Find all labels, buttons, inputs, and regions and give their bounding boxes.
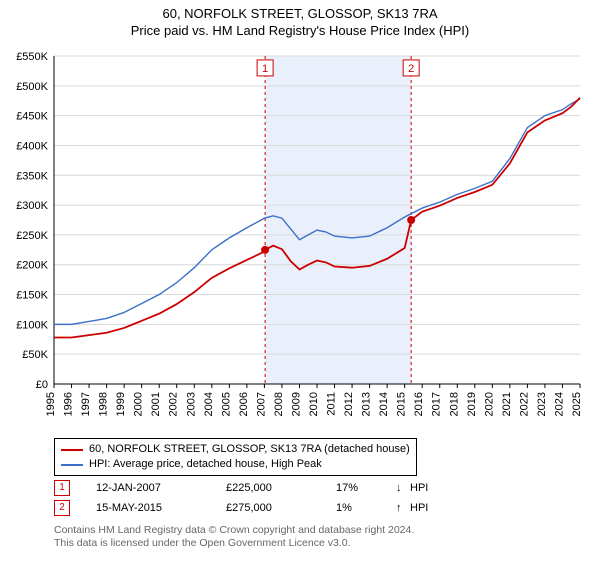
svg-text:£0: £0 [36, 379, 48, 391]
svg-text:2023: 2023 [536, 392, 548, 416]
footer: Contains HM Land Registry data © Crown c… [54, 524, 414, 550]
legend: 60, NORFOLK STREET, GLOSSOP, SK13 7RA (d… [54, 438, 417, 476]
marker-pct-2: 1% [336, 502, 396, 514]
footer-license: This data is licensed under the Open Gov… [54, 537, 414, 550]
svg-text:£300K: £300K [16, 200, 48, 212]
svg-text:2005: 2005 [220, 392, 232, 416]
price-chart: £0 £50K £100K £150K £200K £250K £300K £350K £400… [0, 50, 600, 426]
svg-text:£200K: £200K [16, 260, 48, 272]
svg-text:1997: 1997 [80, 392, 92, 416]
svg-text:2016: 2016 [413, 392, 425, 416]
page-subtitle: Price paid vs. HM Land Registry's House … [0, 23, 600, 38]
chart-svg: £0 £50K £100K £150K £200K £250K £300K £350K £400… [0, 50, 600, 426]
markers-table: 1 12-JAN-2007 £225,000 17% ↓ HPI 2 15-MA… [54, 478, 428, 518]
marker-pct-1: 17% [336, 482, 396, 494]
svg-text:2011: 2011 [326, 392, 338, 416]
svg-text:2002: 2002 [168, 392, 180, 416]
legend-row-property: 60, NORFOLK STREET, GLOSSOP, SK13 7RA (d… [61, 442, 410, 457]
marker-badge-1: 1 [54, 480, 70, 496]
marker-ref-1: HPI [410, 482, 428, 494]
svg-text:2022: 2022 [518, 392, 530, 416]
svg-text:2015: 2015 [396, 392, 408, 416]
svg-text:2013: 2013 [361, 392, 373, 416]
svg-text:£550K: £550K [16, 51, 48, 63]
marker-date-2: 15-MAY-2015 [96, 502, 226, 514]
svg-text:£250K: £250K [16, 230, 48, 242]
svg-text:2009: 2009 [290, 392, 302, 416]
svg-text:1: 1 [262, 63, 268, 75]
svg-text:£100K: £100K [16, 319, 48, 331]
svg-text:2004: 2004 [203, 392, 215, 416]
svg-text:2008: 2008 [273, 392, 285, 416]
svg-text:2: 2 [408, 63, 414, 75]
footer-copyright: Contains HM Land Registry data © Crown c… [54, 524, 414, 537]
svg-text:2012: 2012 [343, 392, 355, 416]
page: 60, NORFOLK STREET, GLOSSOP, SK13 7RA Pr… [0, 6, 600, 566]
marker-price-1: £225,000 [226, 482, 336, 494]
svg-text:2025: 2025 [571, 392, 583, 416]
svg-text:2003: 2003 [185, 392, 197, 416]
svg-text:1996: 1996 [63, 392, 75, 416]
page-title: 60, NORFOLK STREET, GLOSSOP, SK13 7RA [0, 6, 600, 21]
svg-text:2014: 2014 [378, 392, 390, 416]
svg-text:2018: 2018 [448, 392, 460, 416]
marker-row-2: 2 15-MAY-2015 £275,000 1% ↑ HPI [54, 498, 428, 518]
svg-text:£400K: £400K [16, 140, 48, 152]
svg-text:1999: 1999 [115, 392, 127, 416]
svg-text:2001: 2001 [150, 392, 162, 416]
svg-text:£500K: £500K [16, 81, 48, 93]
marker-date-1: 12-JAN-2007 [96, 482, 226, 494]
svg-text:2024: 2024 [553, 392, 565, 416]
marker-price-2: £275,000 [226, 502, 336, 514]
svg-text:2007: 2007 [255, 392, 267, 416]
svg-text:2019: 2019 [466, 392, 478, 416]
svg-text:£450K: £450K [16, 111, 48, 123]
svg-text:1998: 1998 [98, 392, 110, 416]
legend-swatch-hpi [61, 464, 83, 466]
svg-text:£350K: £350K [16, 170, 48, 182]
svg-text:2010: 2010 [308, 392, 320, 416]
legend-row-hpi: HPI: Average price, detached house, High… [61, 457, 410, 472]
svg-text:£150K: £150K [16, 290, 48, 302]
legend-label-property: 60, NORFOLK STREET, GLOSSOP, SK13 7RA (d… [89, 442, 410, 457]
down-arrow-icon: ↓ [396, 482, 410, 494]
svg-text:2006: 2006 [238, 392, 250, 416]
svg-text:2000: 2000 [133, 392, 145, 416]
svg-text:2021: 2021 [501, 392, 513, 416]
marker-badge-2: 2 [54, 500, 70, 516]
legend-label-hpi: HPI: Average price, detached house, High… [89, 457, 322, 472]
svg-text:2020: 2020 [483, 392, 495, 416]
svg-text:£50K: £50K [22, 349, 48, 361]
legend-swatch-property [61, 449, 83, 451]
up-arrow-icon: ↑ [396, 502, 410, 514]
svg-text:2017: 2017 [431, 392, 443, 416]
svg-text:1995: 1995 [45, 392, 57, 416]
marker-row-1: 1 12-JAN-2007 £225,000 17% ↓ HPI [54, 478, 428, 498]
marker-ref-2: HPI [410, 502, 428, 514]
